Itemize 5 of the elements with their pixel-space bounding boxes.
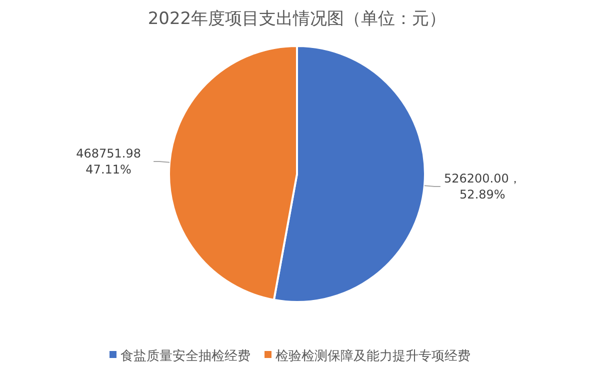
chart-title: 2022年度项目支出情况图（单位：元） [148,9,446,29]
legend-label: 检验检测保障及能力提升专项经费 [276,349,470,364]
data-label: 526200.00， 52.89% [444,172,521,202]
data-label: 468751.98 47.11% [76,146,142,176]
legend-label: 食盐质量安全抽检经费 [120,348,250,364]
